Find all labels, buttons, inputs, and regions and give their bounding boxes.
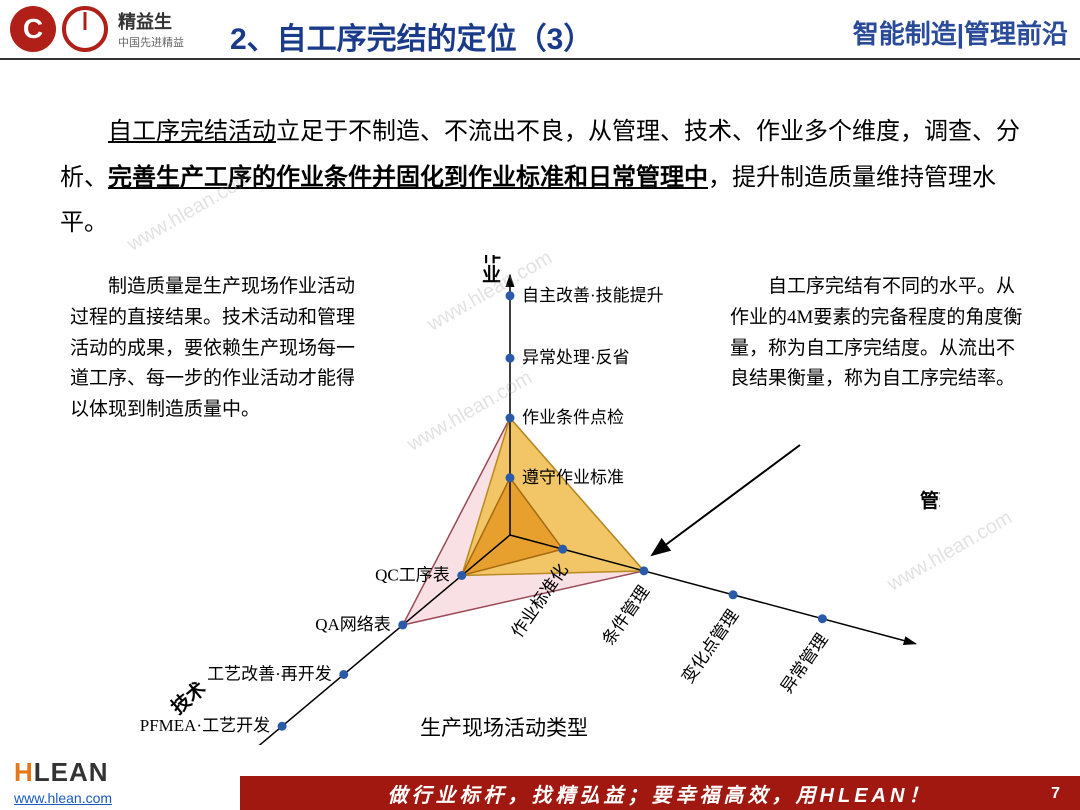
svg-text:作业条件点检: 作业条件点检 <box>522 408 624 427</box>
footer-bar-text: 做行业标杆，找精弘益；要幸福高效，用HLEAN！ <box>388 779 933 808</box>
footer-logo: HLEAN <box>14 757 109 788</box>
logo-block: C 精益生 中国先进精益 <box>10 6 184 52</box>
footer-url: www.hlean.com <box>14 790 112 806</box>
radar-diagram: 作业管理技术遵守作业标准作业条件点检异常处理·反省自主改善·技能提升作业标准化条… <box>140 255 940 745</box>
header: C 精益生 中国先进精益 2、自工序完结的定位（3） 智能制造|管理前沿 <box>0 0 1080 60</box>
brand-text: 精益生 中国先进精益 <box>118 8 184 50</box>
logo-c-icon: C <box>10 6 56 52</box>
svg-text:遵守作业标准: 遵守作业标准 <box>522 468 624 487</box>
brand-sub: 中国先进精益 <box>118 34 184 50</box>
slide-title: 2、自工序完结的定位（3） <box>230 14 593 58</box>
diagram-svg: 作业管理技术遵守作业标准作业条件点检异常处理·反省自主改善·技能提升作业标准化条… <box>140 255 940 745</box>
svg-text:变化点管理: 变化点管理 <box>678 606 742 687</box>
header-right: 智能制造|管理前沿 <box>853 14 1068 51</box>
body-paragraph: 自工序完结活动立足于不制造、不流出不良，从管理、技术、作业多个维度，调查、分析、… <box>60 110 1020 247</box>
svg-text:PFMEA·工艺开发: PFMEA·工艺开发 <box>140 716 270 735</box>
svg-text:条件管理: 条件管理 <box>599 582 654 649</box>
footer-logo-h: H <box>14 757 34 787</box>
svg-text:技术: 技术 <box>166 677 210 719</box>
brand-main: 精益生 <box>118 12 172 32</box>
svg-text:QC工序表: QC工序表 <box>375 565 450 584</box>
body-ul2: 完善生产工序的作业条件并固化到作业标准和日常管理中 <box>108 165 708 191</box>
body-ul1: 自工序完结活动 <box>108 119 276 145</box>
svg-text:作业: 作业 <box>482 255 501 286</box>
footer-logo-lean: LEAN <box>34 757 109 787</box>
svg-text:自主改善·技能提升: 自主改善·技能提升 <box>522 286 664 305</box>
footer: HLEAN www.hlean.com 做行业标杆，找精弘益；要幸福高效，用HL… <box>0 776 1080 810</box>
logo-ring-icon <box>62 6 108 52</box>
footer-bar: 做行业标杆，找精弘益；要幸福高效，用HLEAN！ 7 <box>240 776 1080 810</box>
svg-text:QA网络表: QA网络表 <box>315 615 391 634</box>
svg-text:异常处理·反省: 异常处理·反省 <box>522 348 630 367</box>
svg-text:异常管理: 异常管理 <box>777 630 832 697</box>
svg-text:管理: 管理 <box>920 489 940 512</box>
diagram-caption: 生产现场活动类型 <box>420 712 588 742</box>
page-number: 7 <box>1051 785 1060 803</box>
svg-text:工艺改善·再开发: 工艺改善·再开发 <box>207 664 332 683</box>
